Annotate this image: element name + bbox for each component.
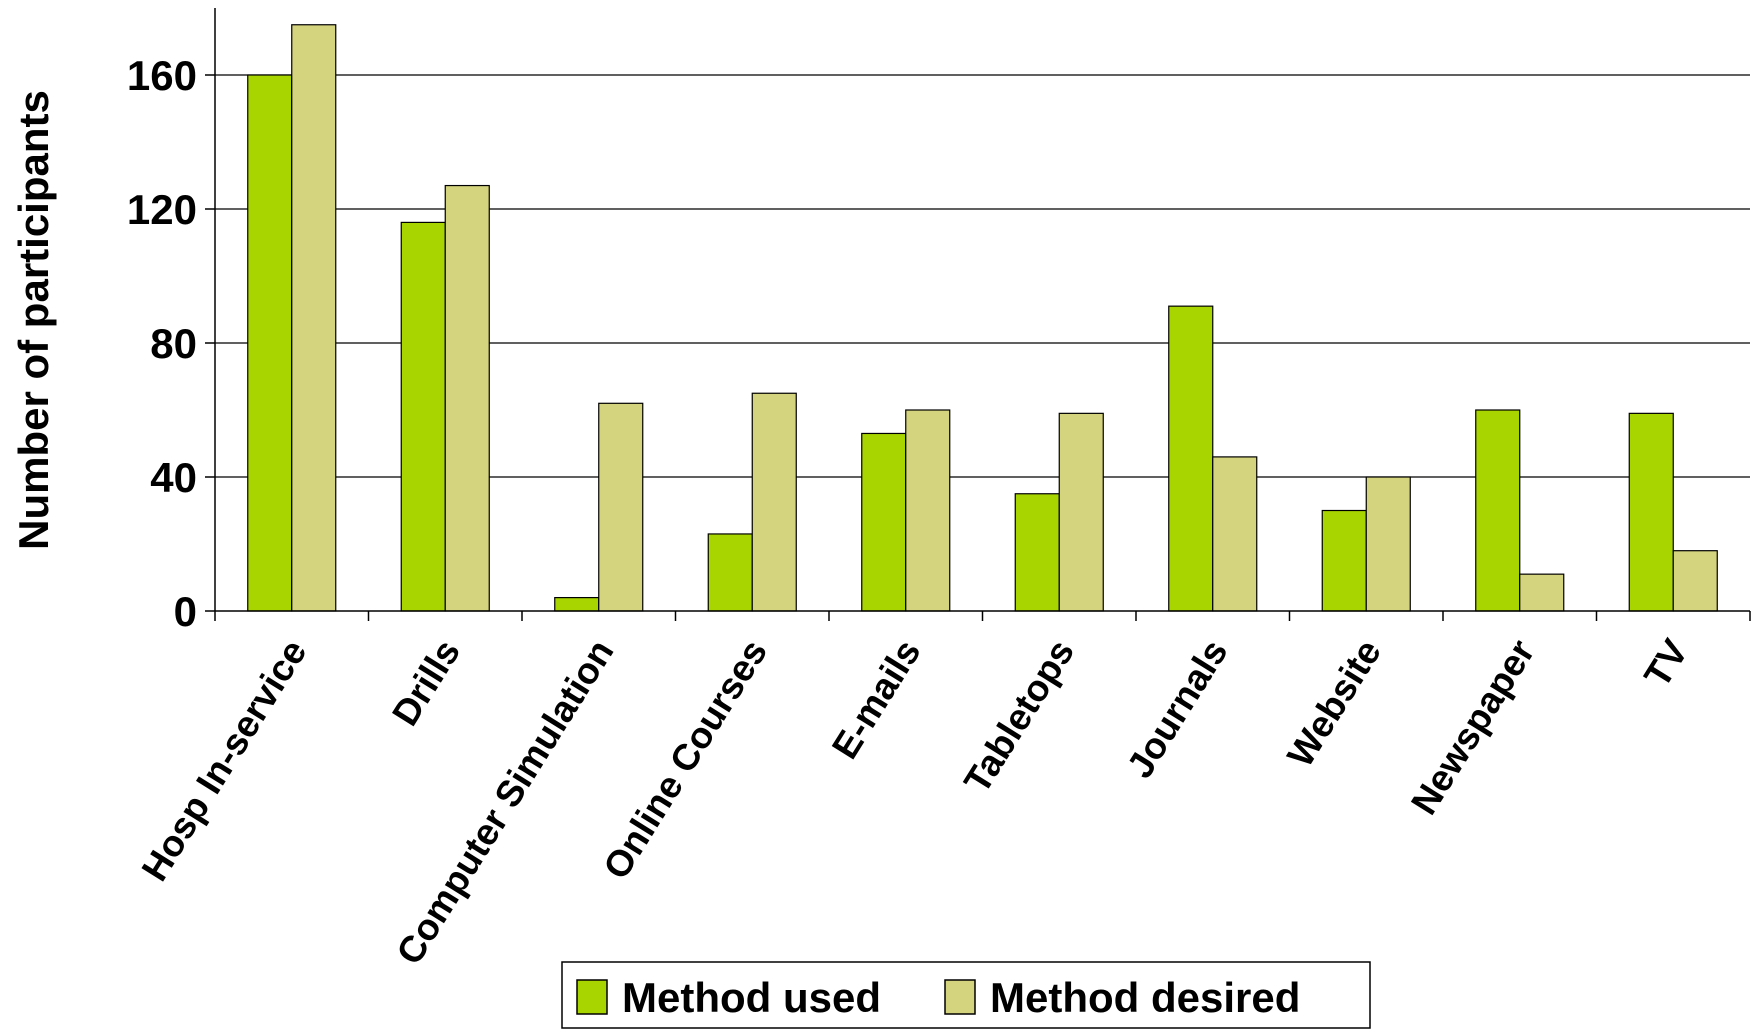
bar-method-used-website [1321, 509, 1367, 612]
bar-method-used-tv [1628, 412, 1674, 612]
bar-method-desired-hosp-in-service [291, 24, 337, 612]
bar-method-used-hosp-in-service [247, 74, 293, 612]
legend-label-method-desired: Method desired [990, 974, 1300, 1021]
bar-method-desired-computer-simulation [598, 402, 644, 612]
bars [247, 24, 1718, 612]
x-tick-label-tabletops: Tabletops [956, 633, 1082, 801]
bar-method-used-newspaper [1475, 409, 1521, 612]
y-tick-label: 0 [174, 588, 197, 635]
bar-method-desired-website [1365, 476, 1411, 612]
x-tick-label-newspaper: Newspaper [1403, 633, 1542, 822]
y-tick-label: 40 [150, 454, 197, 501]
bar-method-used-online-courses [707, 533, 753, 612]
x-tick-label-journals: Journals [1119, 633, 1235, 786]
legend-label-method-used: Method used [622, 974, 881, 1021]
bar-method-desired-e-mails [905, 409, 951, 612]
x-tick-label-online-courses: Online Courses [595, 633, 775, 887]
y-tick-labels: 0 40 80 120 160 [127, 52, 197, 635]
legend-swatch-method-desired [944, 979, 976, 1015]
y-tick-label: 120 [127, 186, 197, 233]
legend-swatch-method-used [576, 979, 608, 1015]
bar-method-desired-tv [1672, 550, 1718, 612]
y-axis-title: Number of participants [10, 90, 57, 550]
bar-method-desired-tabletops [1058, 412, 1104, 612]
x-tick-label-website: Website [1279, 633, 1389, 774]
bar-method-used-computer-simulation [554, 596, 600, 612]
bar-method-used-e-mails [861, 432, 907, 612]
legend: Method used Method desired [561, 961, 1371, 1029]
x-tick-label-e-mails: E-mails [824, 633, 929, 766]
axes [214, 8, 1751, 621]
x-tick-label-tv: TV [1636, 632, 1696, 694]
x-tick-label-drills: Drills [384, 633, 468, 733]
bar-method-desired-online-courses [751, 392, 797, 612]
bar-method-desired-drills [444, 184, 490, 612]
y-tick-label: 160 [127, 52, 197, 99]
y-tick-label: 80 [150, 320, 197, 367]
bar-method-used-tabletops [1014, 493, 1060, 612]
x-tick-label-hosp-in-service: Hosp In-service [134, 633, 315, 888]
bar-method-used-drills [400, 221, 446, 612]
bar-method-used-journals [1168, 305, 1214, 612]
bar-method-desired-journals [1212, 456, 1258, 612]
bar-method-desired-newspaper [1519, 573, 1565, 612]
